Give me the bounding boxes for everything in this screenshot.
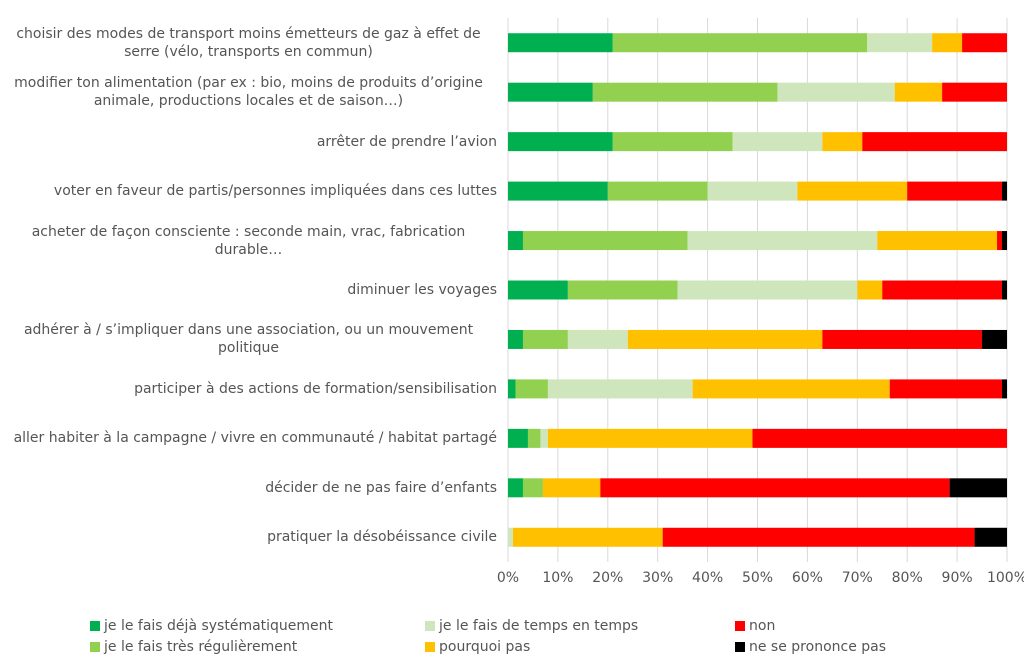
bar-segment — [1002, 280, 1007, 300]
bar-segment — [857, 280, 883, 300]
bar-segment — [932, 33, 963, 53]
bar-segment — [522, 231, 688, 251]
bar-segment — [567, 280, 678, 300]
x-tick-label: 30% — [642, 570, 673, 586]
bar-segment — [508, 280, 568, 300]
legend-swatch — [735, 621, 745, 631]
bar-segment — [508, 132, 613, 152]
bar-segment — [592, 82, 778, 102]
category-label: voter en faveur de partis/personnes impl… — [53, 183, 497, 200]
bar-segment — [612, 33, 868, 53]
bar-segment — [1002, 181, 1007, 201]
bar-segment — [752, 428, 1007, 448]
legend-label: je le fais de temps en temps — [438, 618, 638, 634]
bar-segment — [627, 329, 823, 349]
bar-segment — [508, 181, 608, 201]
bar-segment — [607, 181, 708, 201]
x-tick-label: 0% — [497, 570, 519, 586]
bar-segment — [997, 231, 1003, 251]
bar-segment — [515, 379, 548, 399]
bar-segment — [942, 82, 1007, 102]
bar-segment — [508, 379, 516, 399]
bar-segment — [862, 132, 1007, 152]
bar-segment — [974, 527, 1007, 547]
bar-segment — [882, 280, 1003, 300]
bar-segment — [540, 428, 548, 448]
bar-segment — [677, 280, 858, 300]
bar-segment — [707, 181, 798, 201]
category-label: pratiquer la désobéissance civile — [267, 529, 497, 546]
bar-segment — [547, 428, 753, 448]
bar-segment — [567, 329, 628, 349]
category-label: adhérer à / s’impliquer dans une associa… — [23, 322, 474, 357]
bar-segment — [822, 132, 863, 152]
legend-label: je le fais très régulièrement — [103, 639, 298, 655]
bar-segment — [732, 132, 823, 152]
bar-segment — [949, 478, 1007, 498]
bar-segment — [907, 181, 1003, 201]
legend-label: je le fais déjà systématiquement — [103, 618, 334, 634]
bar-segment — [822, 329, 983, 349]
x-tick-label: 60% — [792, 570, 823, 586]
bar-segment — [508, 82, 593, 102]
bar-segment — [527, 428, 541, 448]
legend-label: pourquoi pas — [439, 639, 530, 655]
x-tick-label: 80% — [892, 570, 923, 586]
bar-segment — [982, 329, 1007, 349]
legend-swatch — [90, 621, 100, 631]
bar-segment — [508, 329, 523, 349]
bar-segment — [508, 33, 613, 53]
x-tick-label: 90% — [942, 570, 973, 586]
legend-swatch — [735, 642, 745, 652]
bar-segment — [1002, 231, 1007, 251]
x-tick-label: 100% — [987, 570, 1024, 586]
legend-label: ne se prononce pas — [749, 639, 886, 655]
bar-segment — [889, 379, 1003, 399]
legend-swatch — [425, 642, 435, 652]
legend-swatch — [90, 642, 100, 652]
bar-segment — [508, 428, 528, 448]
bar-segment — [877, 231, 998, 251]
bar-segment — [1002, 379, 1007, 399]
category-label: aller habiter à la campagne / vivre en c… — [13, 430, 497, 447]
bar-segment — [508, 231, 523, 251]
bar-segment — [547, 379, 693, 399]
bar-segment — [542, 478, 601, 498]
x-tick-label: 40% — [692, 570, 723, 586]
bar-segment — [797, 181, 908, 201]
bar-segment — [508, 527, 513, 547]
bar-segment — [512, 527, 663, 547]
category-label: diminuer les voyages — [347, 282, 497, 298]
bar-segment — [867, 33, 933, 53]
legend-swatch — [425, 621, 435, 631]
bar-segment — [962, 33, 1007, 53]
bar-segment — [522, 478, 543, 498]
category-label: participer à des actions de formation/se… — [134, 380, 497, 397]
bar-segment — [662, 527, 975, 547]
category-label: décider de ne pas faire d’enfants — [265, 479, 497, 496]
category-label: acheter de façon consciente : seconde ma… — [31, 223, 466, 258]
bar-segment — [692, 379, 890, 399]
bar-segment — [600, 478, 950, 498]
bar-segment — [687, 231, 878, 251]
x-tick-label: 20% — [592, 570, 623, 586]
bar-segment — [508, 478, 523, 498]
category-label: arrêter de prendre l’avion — [316, 133, 497, 150]
category-label: modifier ton alimentation (par ex : bio,… — [14, 75, 483, 110]
x-tick-label: 10% — [542, 570, 573, 586]
x-tick-label: 70% — [842, 570, 873, 586]
bar-segment — [894, 82, 943, 102]
x-tick-label: 50% — [742, 570, 773, 586]
category-label: choisir des modes de transport moins éme… — [16, 25, 481, 60]
bar-segment — [612, 132, 733, 152]
legend-label: non — [749, 618, 775, 634]
bar-segment — [522, 329, 568, 349]
bar-segment — [777, 82, 895, 102]
